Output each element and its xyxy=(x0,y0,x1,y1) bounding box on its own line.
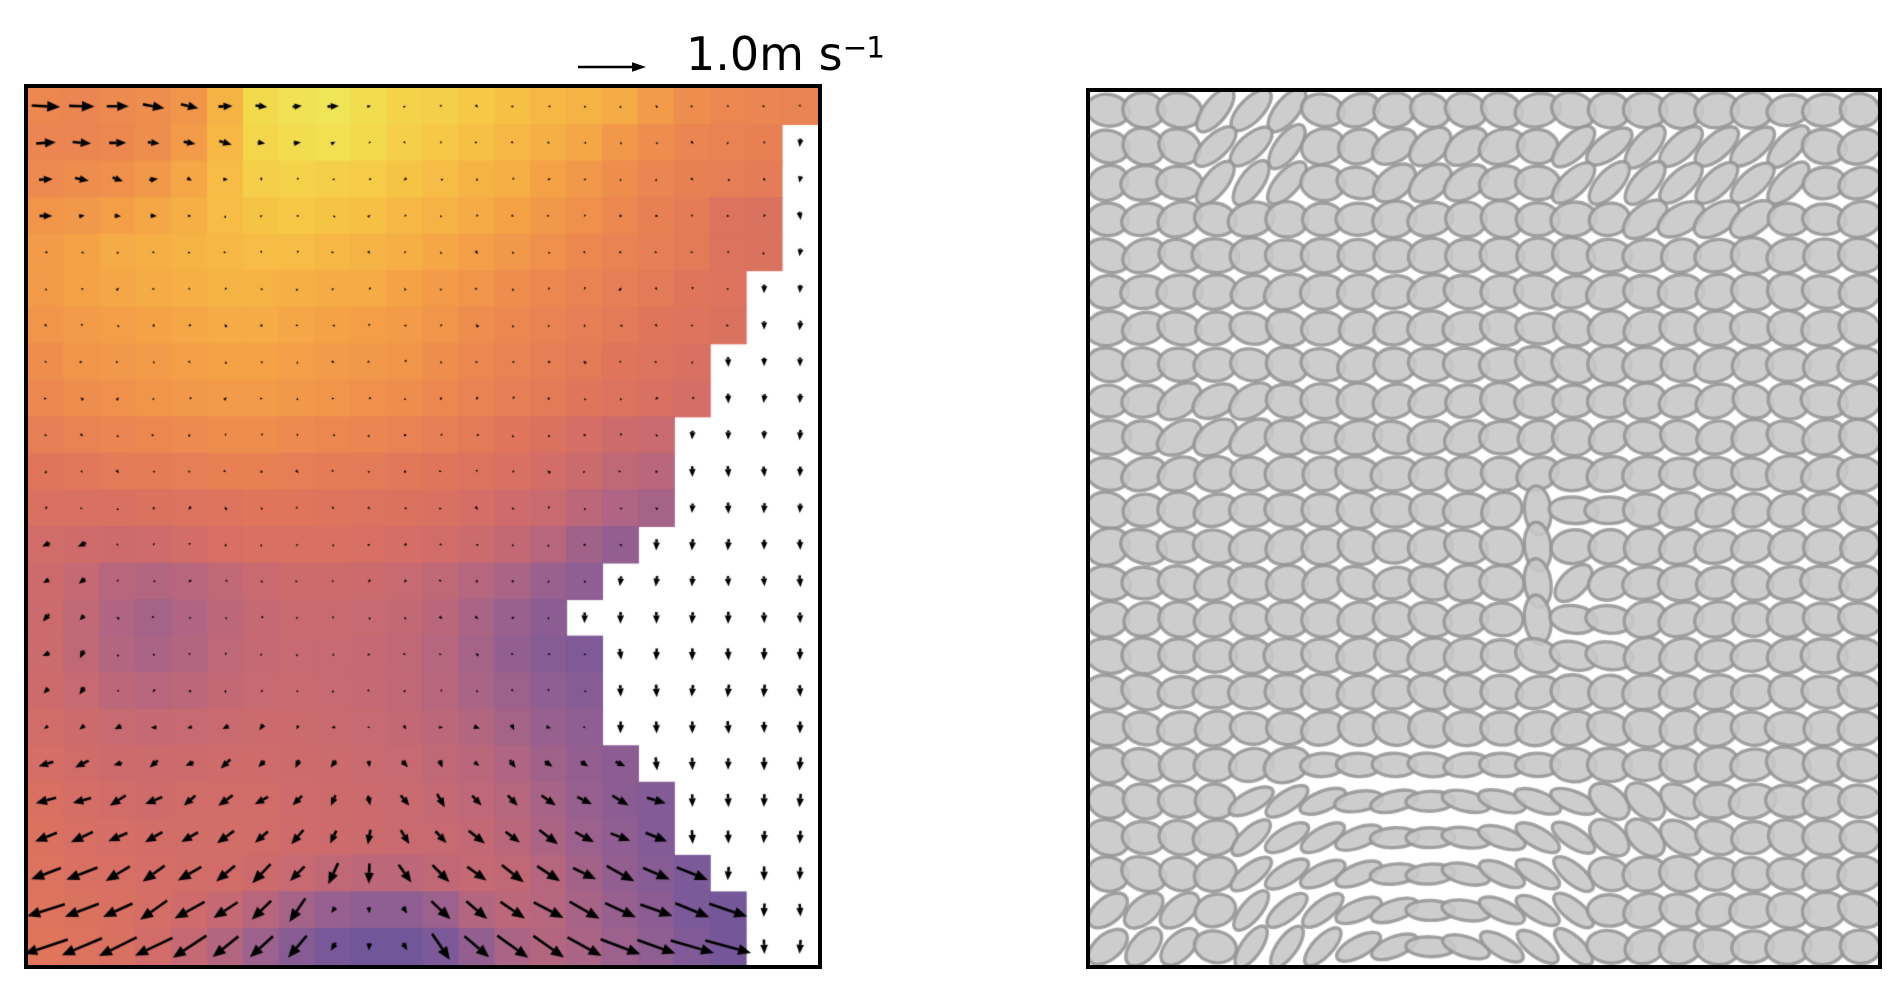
quiver-key-label: 1.0m s−1 xyxy=(686,27,885,81)
velocity-heatmap-quiver-panel xyxy=(24,84,822,969)
quiver-key-label-exponent: −1 xyxy=(842,30,885,65)
uncertainty-ellipse-panel xyxy=(1086,88,1882,969)
quiver-key-arrow-icon xyxy=(578,62,646,72)
quiver-key-label-base: 1.0m s xyxy=(686,27,843,81)
